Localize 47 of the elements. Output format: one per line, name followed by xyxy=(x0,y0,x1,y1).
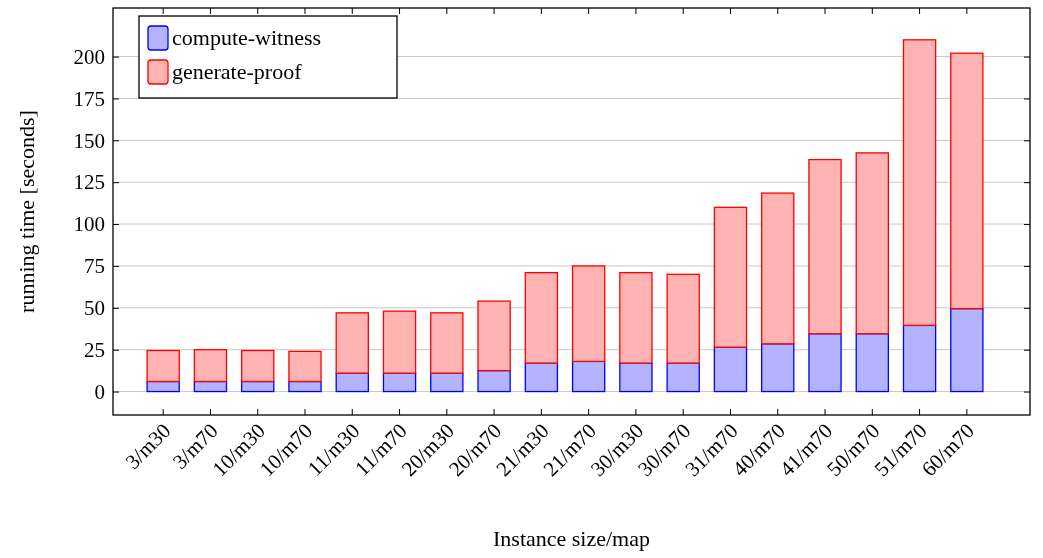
bar xyxy=(619,362,653,393)
bar xyxy=(902,324,937,393)
y-axis-title: running time [seconds] xyxy=(14,110,39,313)
legend-label: compute-witness xyxy=(172,25,322,50)
bar xyxy=(855,333,890,393)
bar xyxy=(240,349,275,383)
bar xyxy=(146,349,180,383)
y-tick-label: 100 xyxy=(73,212,105,237)
y-tick-label: 200 xyxy=(73,44,105,69)
bar xyxy=(902,39,937,327)
y-tick-label: 125 xyxy=(73,170,105,195)
bar xyxy=(950,307,984,393)
bar xyxy=(808,333,842,393)
y-tick-label: 25 xyxy=(84,337,105,362)
bar xyxy=(524,271,559,364)
y-tick-label: 50 xyxy=(84,296,105,321)
bar xyxy=(619,271,653,364)
y-tick-label: 75 xyxy=(84,254,105,279)
bar xyxy=(335,372,369,393)
bar xyxy=(288,350,322,383)
y-tick-label: 175 xyxy=(73,86,105,111)
bar xyxy=(666,362,700,393)
bar xyxy=(761,343,795,393)
y-tick-label: 150 xyxy=(73,128,105,153)
bar xyxy=(430,372,464,393)
bar xyxy=(477,369,511,393)
bar xyxy=(713,346,748,393)
bar xyxy=(666,273,700,364)
y-tick-label: 0 xyxy=(94,379,105,404)
bar xyxy=(146,380,180,393)
bar xyxy=(193,349,228,383)
bar xyxy=(571,265,606,363)
bar xyxy=(713,206,748,348)
bar xyxy=(335,312,369,374)
bar xyxy=(382,372,417,393)
bar xyxy=(382,310,417,374)
bar xyxy=(855,152,890,335)
bar xyxy=(524,362,559,393)
bar xyxy=(761,192,795,345)
bar xyxy=(430,312,464,374)
x-axis-title: Instance size/map xyxy=(493,526,650,551)
bar xyxy=(571,360,606,393)
legend-label: generate-proof xyxy=(172,59,303,84)
bar xyxy=(477,300,511,372)
bar xyxy=(808,158,842,335)
bar xyxy=(288,380,322,393)
bar xyxy=(950,52,984,310)
